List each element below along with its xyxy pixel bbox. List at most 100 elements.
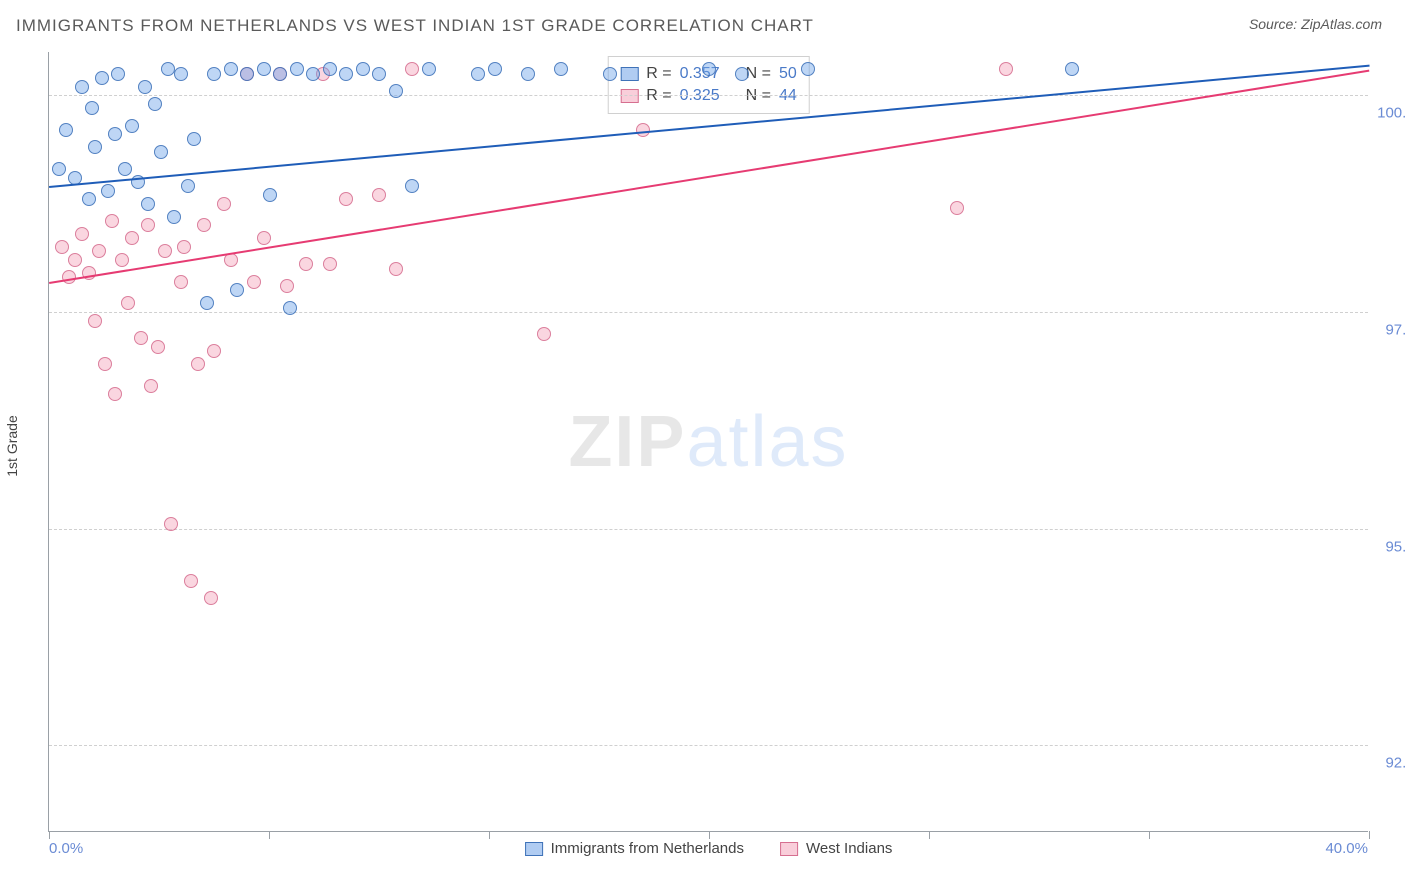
y-tick-label: 92.5% bbox=[1385, 755, 1406, 772]
data-point-pink bbox=[164, 517, 178, 531]
data-point-blue bbox=[85, 101, 99, 115]
data-point-blue bbox=[82, 192, 96, 206]
data-point-pink bbox=[98, 357, 112, 371]
gridline bbox=[49, 745, 1368, 746]
data-point-pink bbox=[88, 314, 102, 328]
x-tick bbox=[929, 831, 930, 839]
data-point-pink bbox=[121, 296, 135, 310]
data-point-blue bbox=[422, 62, 436, 76]
data-point-blue bbox=[263, 188, 277, 202]
data-point-pink bbox=[999, 62, 1013, 76]
chart-title: IMMIGRANTS FROM NETHERLANDS VS WEST INDI… bbox=[16, 16, 814, 36]
y-tick-label: 100.0% bbox=[1377, 105, 1406, 122]
data-point-pink bbox=[537, 327, 551, 341]
data-point-pink bbox=[280, 279, 294, 293]
data-point-blue bbox=[59, 123, 73, 137]
data-point-blue bbox=[108, 127, 122, 141]
data-point-blue bbox=[801, 62, 815, 76]
data-point-pink bbox=[405, 62, 419, 76]
legend-item-pink: West Indians bbox=[780, 840, 892, 857]
data-point-blue bbox=[88, 140, 102, 154]
data-point-pink bbox=[105, 214, 119, 228]
data-point-blue bbox=[603, 67, 617, 81]
data-point-blue bbox=[240, 67, 254, 81]
series-legend: Immigrants from Netherlands West Indians bbox=[525, 840, 893, 857]
watermark-zip: ZIP bbox=[568, 402, 686, 482]
data-point-blue bbox=[306, 67, 320, 81]
data-point-blue bbox=[200, 296, 214, 310]
legend-label-pink: West Indians bbox=[806, 840, 892, 857]
x-axis-max-label: 40.0% bbox=[1325, 840, 1368, 857]
data-point-blue bbox=[405, 179, 419, 193]
data-point-blue bbox=[230, 283, 244, 297]
data-point-blue bbox=[273, 67, 287, 81]
data-point-pink bbox=[197, 218, 211, 232]
data-point-pink bbox=[177, 240, 191, 254]
data-point-pink bbox=[247, 275, 261, 289]
x-tick bbox=[1369, 831, 1370, 839]
data-point-blue bbox=[702, 62, 716, 76]
data-point-blue bbox=[174, 67, 188, 81]
data-point-blue bbox=[554, 62, 568, 76]
data-point-blue bbox=[339, 67, 353, 81]
y-axis-title: 1st Grade bbox=[4, 415, 20, 476]
data-point-blue bbox=[167, 210, 181, 224]
data-point-pink bbox=[75, 227, 89, 241]
data-point-pink bbox=[184, 574, 198, 588]
plot-area: ZIPatlas R = 0.357 N = 50 R = 0.325 N = … bbox=[48, 52, 1368, 832]
x-tick bbox=[269, 831, 270, 839]
data-point-blue bbox=[125, 119, 139, 133]
data-point-blue bbox=[283, 301, 297, 315]
data-point-blue bbox=[148, 97, 162, 111]
data-point-blue bbox=[75, 80, 89, 94]
data-point-blue bbox=[118, 162, 132, 176]
x-axis-min-label: 0.0% bbox=[49, 840, 83, 857]
data-point-blue bbox=[52, 162, 66, 176]
data-point-pink bbox=[55, 240, 69, 254]
data-point-pink bbox=[141, 218, 155, 232]
y-tick-label: 95.0% bbox=[1385, 538, 1406, 555]
data-point-blue bbox=[323, 62, 337, 76]
data-point-blue bbox=[471, 67, 485, 81]
data-point-pink bbox=[144, 379, 158, 393]
data-point-pink bbox=[257, 231, 271, 245]
data-point-blue bbox=[161, 62, 175, 76]
data-point-pink bbox=[151, 340, 165, 354]
data-point-blue bbox=[290, 62, 304, 76]
data-point-blue bbox=[207, 67, 221, 81]
data-point-blue bbox=[389, 84, 403, 98]
x-tick bbox=[1149, 831, 1150, 839]
data-point-pink bbox=[68, 253, 82, 267]
data-point-pink bbox=[207, 344, 221, 358]
data-point-pink bbox=[950, 201, 964, 215]
x-tick bbox=[49, 831, 50, 839]
data-point-blue bbox=[138, 80, 152, 94]
y-tick-label: 97.5% bbox=[1385, 322, 1406, 339]
watermark: ZIPatlas bbox=[568, 401, 848, 483]
data-point-pink bbox=[92, 244, 106, 258]
data-point-pink bbox=[108, 387, 122, 401]
n-value-blue: 50 bbox=[779, 65, 797, 83]
data-point-pink bbox=[115, 253, 129, 267]
data-point-blue bbox=[488, 62, 502, 76]
gridline bbox=[49, 529, 1368, 530]
source-text: Source: ZipAtlas.com bbox=[1249, 16, 1382, 32]
data-point-blue bbox=[187, 132, 201, 146]
data-point-pink bbox=[174, 275, 188, 289]
data-point-blue bbox=[356, 62, 370, 76]
n-label: N = bbox=[746, 65, 771, 83]
data-point-pink bbox=[204, 591, 218, 605]
data-point-blue bbox=[372, 67, 386, 81]
data-point-blue bbox=[521, 67, 535, 81]
gridline bbox=[49, 312, 1368, 313]
data-point-blue bbox=[141, 197, 155, 211]
swatch-blue bbox=[620, 67, 638, 81]
data-point-blue bbox=[735, 67, 749, 81]
data-point-pink bbox=[323, 257, 337, 271]
watermark-atlas: atlas bbox=[686, 402, 848, 482]
data-point-pink bbox=[389, 262, 403, 276]
data-point-blue bbox=[95, 71, 109, 85]
data-point-pink bbox=[191, 357, 205, 371]
data-point-pink bbox=[217, 197, 231, 211]
legend-item-blue: Immigrants from Netherlands bbox=[525, 840, 744, 857]
